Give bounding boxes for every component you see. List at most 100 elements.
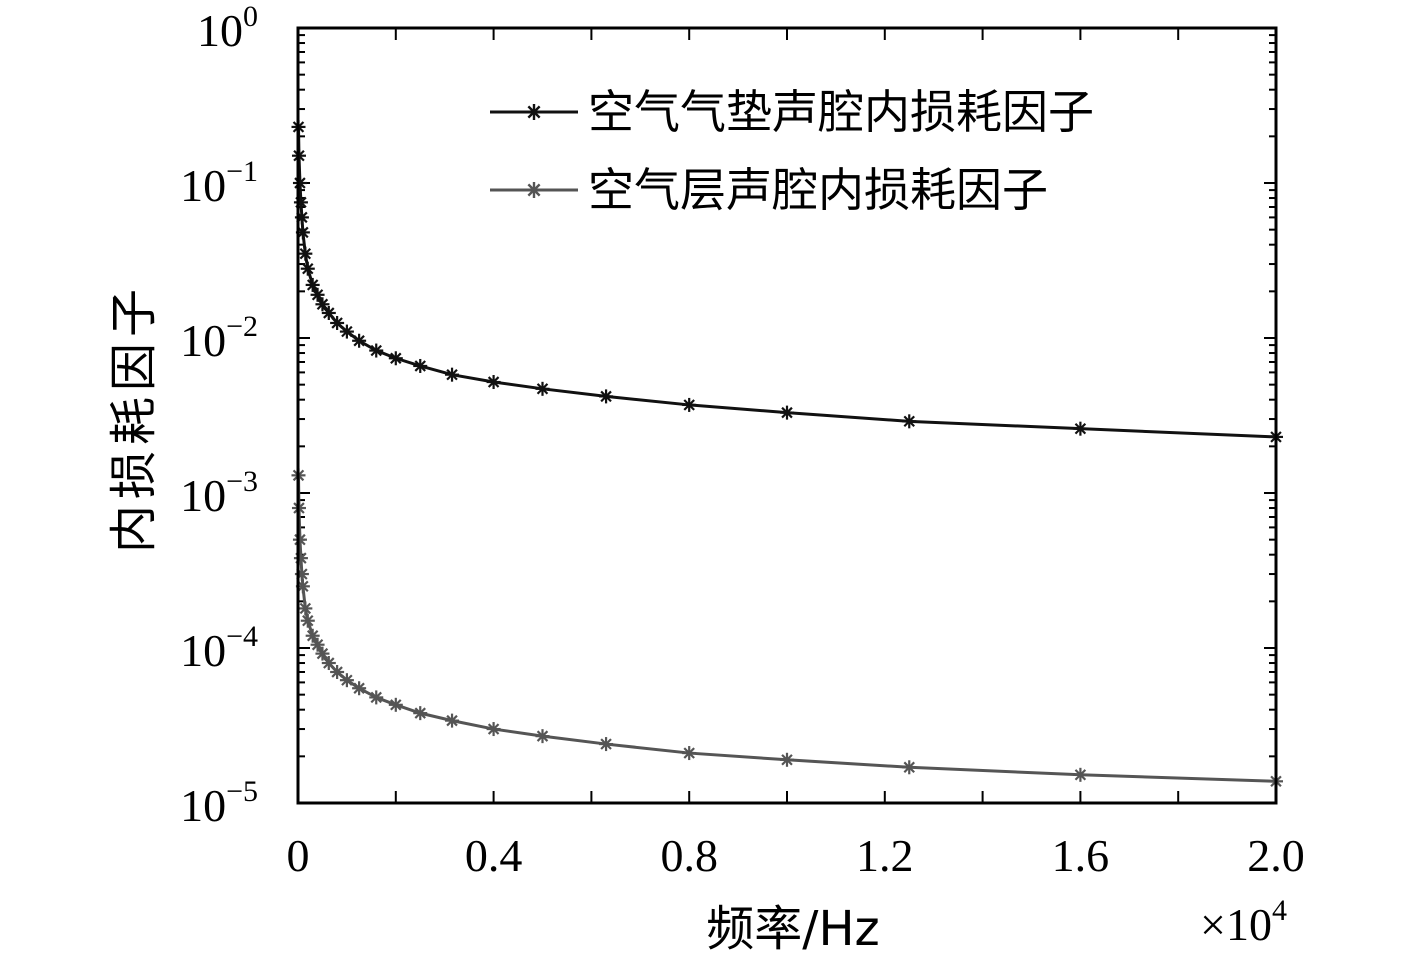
data-point — [339, 673, 354, 688]
data-point — [486, 375, 501, 390]
series-2 — [291, 468, 1283, 789]
marker-stroke — [341, 674, 353, 686]
marker-stroke — [536, 730, 549, 742]
data-point — [599, 389, 614, 404]
marker-stroke — [302, 614, 314, 627]
data-point — [300, 613, 315, 628]
data-point — [315, 646, 330, 661]
y-axis-label: 内损耗因子 — [106, 283, 162, 553]
marker-stroke — [331, 666, 343, 678]
marker-stroke — [781, 406, 793, 419]
data-point — [321, 656, 336, 671]
y-tick-label: 10−1 — [180, 155, 258, 211]
y-tick-label-exponent: −2 — [226, 310, 258, 343]
marker-stroke — [1074, 422, 1087, 435]
marker-stroke — [323, 657, 335, 669]
data-point — [902, 760, 917, 775]
data-point — [292, 532, 307, 547]
data-point — [295, 225, 310, 240]
y-tick-label-exponent: −3 — [226, 465, 258, 498]
legend-item: 空气气垫声腔内损耗因子 — [490, 85, 1094, 139]
y-tick-label-base: 10 — [180, 780, 226, 831]
data-point — [1073, 767, 1088, 782]
y-tick-label: 10−3 — [180, 465, 258, 521]
x-axis-label: 频率/Hz — [706, 901, 879, 957]
marker-stroke — [353, 335, 365, 347]
marker-stroke — [903, 761, 915, 774]
data-point — [292, 176, 307, 190]
marker-stroke — [414, 707, 426, 719]
y-tick-label-base: 10 — [180, 625, 226, 676]
marker-stroke — [370, 691, 382, 704]
data-point — [535, 381, 550, 396]
marker-stroke — [527, 105, 541, 119]
data-point — [535, 729, 550, 744]
plot-area — [291, 119, 1283, 789]
data-point — [352, 681, 367, 696]
data-point — [388, 351, 403, 366]
plot-frame — [296, 26, 1278, 805]
y-tick-label-base: 10 — [180, 315, 226, 366]
data-point — [352, 333, 367, 348]
data-point — [298, 601, 313, 616]
data-point — [526, 104, 542, 120]
data-point — [305, 277, 320, 292]
marker-stroke — [446, 368, 458, 381]
marker-stroke — [903, 415, 915, 428]
marker-stroke — [299, 247, 312, 260]
marker-stroke — [683, 399, 695, 411]
data-point — [413, 358, 428, 373]
marker-stroke — [299, 602, 312, 615]
series-line — [296, 475, 1277, 783]
legend-label: 空气气垫声腔内损耗因子 — [588, 85, 1094, 139]
x-tick-label: 0 — [287, 830, 310, 881]
data-point — [339, 324, 354, 339]
y-tick-label: 10−4 — [180, 620, 258, 676]
data-point — [300, 261, 315, 276]
x-tick-labels: 0 0.4 0.8 1.2 1.6 2.0 — [287, 830, 1305, 881]
marker-stroke — [316, 647, 329, 660]
data-point — [445, 367, 460, 382]
data-point — [780, 405, 794, 420]
data-point — [293, 551, 308, 566]
marker-stroke — [600, 390, 612, 403]
data-point — [298, 246, 313, 261]
data-point — [780, 752, 794, 767]
data-point — [330, 665, 345, 680]
marker-stroke — [683, 747, 695, 759]
marker-stroke — [297, 226, 309, 239]
x-tick-label: 1.6 — [1052, 830, 1110, 881]
marker-stroke — [527, 183, 541, 197]
data-point — [315, 297, 330, 312]
marker-stroke — [390, 699, 402, 711]
x-axis-multiplier-base: ×10 — [1200, 899, 1272, 950]
marker-stroke — [323, 307, 335, 319]
data-point — [1073, 421, 1088, 436]
data-point — [486, 722, 501, 737]
marker-stroke — [600, 738, 612, 750]
y-tick-label-exponent: −5 — [226, 775, 258, 808]
marker-stroke — [370, 344, 382, 357]
marker-stroke — [781, 754, 793, 766]
x-tick-label: 2.0 — [1247, 830, 1305, 881]
marker-stroke — [446, 714, 458, 727]
marker-stroke — [297, 580, 309, 593]
x-tick-label: 0.8 — [660, 830, 718, 881]
y-tick-label-base: 10 — [197, 5, 243, 56]
legend-label: 空气层声腔内损耗因子 — [588, 163, 1048, 217]
y-tick-label-base: 10 — [180, 470, 226, 521]
marker-stroke — [311, 638, 324, 651]
marker-stroke — [306, 279, 319, 291]
data-point — [369, 690, 384, 705]
data-point — [682, 397, 697, 412]
marker-stroke — [341, 325, 353, 338]
x-axis-multiplier: ×104 — [1200, 894, 1287, 950]
x-tick-label: 0.4 — [465, 830, 523, 881]
y-tick-label: 10−2 — [180, 310, 258, 366]
y-tick-label-exponent: 0 — [243, 0, 258, 33]
y-tick-label: 100 — [197, 0, 258, 56]
y-tick-label: 10−5 — [180, 775, 258, 831]
marker-stroke — [414, 360, 426, 372]
marker-stroke — [1074, 769, 1087, 781]
